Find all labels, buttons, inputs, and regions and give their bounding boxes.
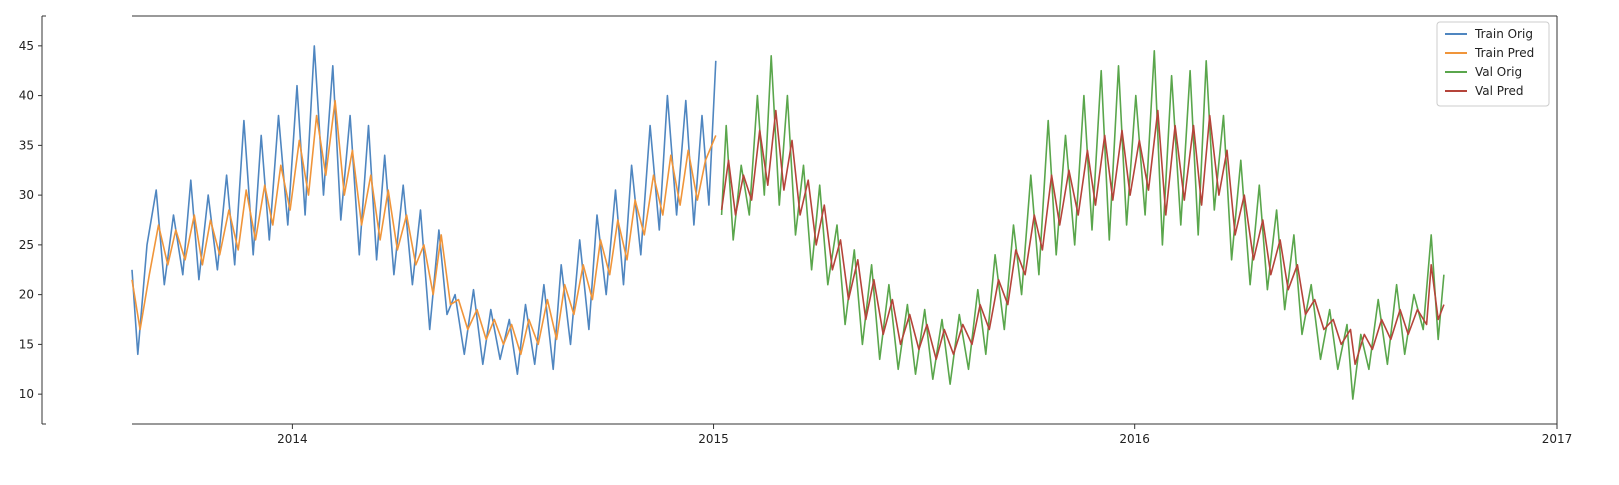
y-tick-label: 10 [19, 387, 34, 401]
y-tick-label: 15 [19, 337, 34, 351]
series-line-val-pred [720, 109, 1445, 366]
series-line-val-orig [720, 49, 1445, 400]
axes-layer: 10 15 20 25 30 35 40 45 2014 2015 2016 2017 [19, 15, 1573, 446]
y-tick-label: 25 [19, 238, 34, 252]
series-layer [131, 45, 1445, 400]
y-tick-label: 20 [19, 288, 34, 302]
y-tick-label: 40 [19, 89, 34, 103]
legend-box [1436, 21, 1550, 107]
series-line-train-orig [131, 45, 717, 376]
x-tick-label: 2016 [1119, 432, 1150, 446]
legend-label: Train Orig [1474, 27, 1533, 41]
legend-label: Val Pred [1475, 84, 1523, 98]
x-tick-label: 2015 [698, 432, 729, 446]
y-tick-label: 45 [19, 39, 34, 53]
legend-label: Train Pred [1474, 46, 1534, 60]
y-tick-label: 30 [19, 188, 34, 202]
y-tick-label: 35 [19, 138, 34, 152]
legend: Train Orig Train Pred Val Orig Val Pred [1436, 21, 1550, 107]
series-line-train-pred [131, 99, 717, 356]
legend-label: Val Orig [1475, 65, 1522, 79]
x-tick-label: 2014 [277, 432, 308, 446]
x-tick-label: 2017 [1542, 432, 1573, 446]
